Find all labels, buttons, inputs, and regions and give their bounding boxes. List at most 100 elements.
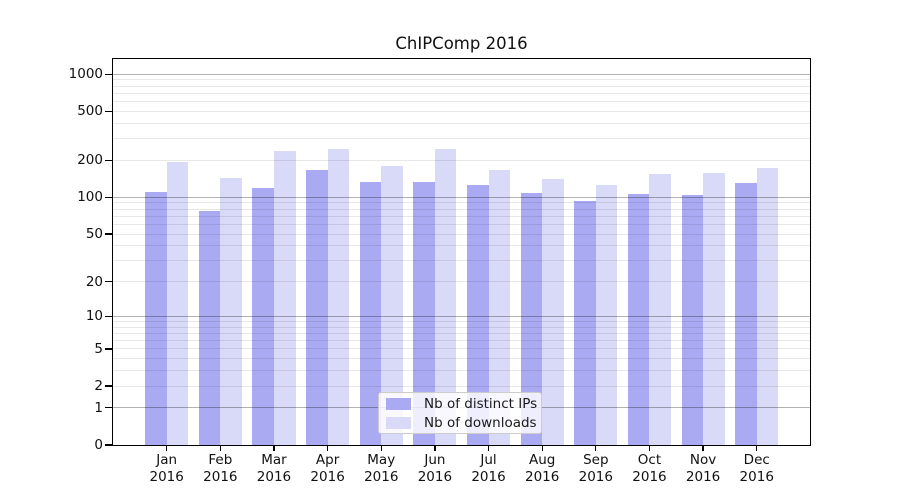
bar-distinct-ips xyxy=(413,181,435,445)
y-tick-label: 2 xyxy=(94,378,103,395)
x-tick-label: Dec 2016 xyxy=(725,452,789,486)
x-tick-year: 2016 xyxy=(524,469,560,485)
y-tick-mark xyxy=(105,233,112,235)
x-tick-month: Oct xyxy=(637,452,662,468)
bar-distinct-ips xyxy=(627,193,650,445)
x-tick-mark xyxy=(380,445,382,451)
x-tick-year: 2016 xyxy=(149,469,184,485)
bar-distinct-ips xyxy=(198,210,221,445)
y-tick-label: 100 xyxy=(77,189,103,206)
x-tick-mark xyxy=(756,445,758,451)
x-tick-month: Nov xyxy=(689,452,717,468)
x-tick-month: Jan xyxy=(156,452,178,468)
legend: Nb of distinct IPs Nb of downloads xyxy=(378,392,542,434)
bar-downloads xyxy=(542,179,564,445)
x-tick-year: 2016 xyxy=(632,469,667,485)
bar-downloads xyxy=(381,165,403,445)
x-tick-month: Jun xyxy=(424,452,446,468)
y-tick-label: 1 xyxy=(94,399,103,416)
x-tick-year: 2016 xyxy=(739,469,774,485)
bar-downloads xyxy=(327,148,350,445)
x-tick-label: Nov 2016 xyxy=(671,452,735,486)
x-tick-label: May 2016 xyxy=(349,452,413,486)
x-tick-mark xyxy=(166,445,168,451)
x-tick-month: Mar xyxy=(261,452,287,468)
y-tick-label: 10 xyxy=(85,308,103,325)
bar-distinct-ips xyxy=(306,169,328,445)
chart-title: ChIPComp 2016 xyxy=(395,34,528,53)
x-tick-year: 2016 xyxy=(685,469,721,485)
x-tick-month: May xyxy=(367,452,396,468)
x-tick-mark xyxy=(273,445,275,451)
y-tick-mark xyxy=(105,196,112,198)
x-tick-mark xyxy=(487,445,490,451)
x-tick-mark xyxy=(541,445,543,451)
x-tick-year: 2016 xyxy=(203,469,238,485)
x-tick-label: Sep 2016 xyxy=(564,452,628,486)
x-tick-label: Jul 2016 xyxy=(457,452,521,486)
x-tick-label: Oct 2016 xyxy=(617,452,681,486)
y-tick-label: 5 xyxy=(94,340,103,357)
bar-distinct-ips xyxy=(735,183,757,445)
bar-downloads xyxy=(166,161,189,445)
x-tick-month: Aug xyxy=(528,452,556,468)
x-tick-month: Feb xyxy=(208,452,233,468)
y-tick-mark xyxy=(105,385,112,387)
x-tick-month: Apr xyxy=(315,452,340,468)
y-tick-mark xyxy=(105,159,112,162)
x-tick-label: Mar 2016 xyxy=(242,452,306,486)
legend-label-distinct-ips: Nb of distinct IPs xyxy=(424,395,538,412)
y-tick-mark xyxy=(105,73,112,75)
y-tick-label: 20 xyxy=(85,273,103,290)
y-tick-mark xyxy=(105,407,112,409)
y-tick-mark xyxy=(105,315,112,317)
x-tick-mark xyxy=(648,445,651,451)
bar-downloads xyxy=(703,173,725,445)
bars-layer xyxy=(113,59,810,445)
y-tick-mark xyxy=(105,280,112,283)
y-tick-mark xyxy=(105,110,112,113)
x-tick-mark xyxy=(595,445,597,451)
y-tick-label: 0 xyxy=(94,437,103,453)
x-tick-year: 2016 xyxy=(578,469,613,485)
legend-item-downloads: Nb of downloads xyxy=(386,415,541,431)
legend-item-distinct-ips: Nb of distinct IPs xyxy=(386,396,541,412)
bar-downloads xyxy=(595,185,618,445)
bar-distinct-ips xyxy=(359,181,382,445)
y-tick-label: 200 xyxy=(77,152,103,169)
x-tick-month: Dec xyxy=(743,452,770,468)
legend-swatch-distinct-ips xyxy=(386,397,411,410)
bar-distinct-ips xyxy=(466,184,489,445)
x-tick-mark xyxy=(434,445,436,451)
y-tick-label: 500 xyxy=(77,103,103,120)
legend-swatch-downloads xyxy=(386,416,411,429)
x-tick-year: 2016 xyxy=(256,469,292,485)
bar-downloads xyxy=(273,150,296,445)
x-tick-label: Feb 2016 xyxy=(188,452,252,486)
bar-distinct-ips xyxy=(252,187,274,445)
bar-distinct-ips xyxy=(520,193,543,445)
x-tick-label: Apr 2016 xyxy=(296,452,360,486)
bar-downloads xyxy=(220,177,242,445)
x-tick-mark xyxy=(702,445,704,451)
bar-distinct-ips xyxy=(145,192,167,445)
x-tick-year: 2016 xyxy=(417,469,453,485)
x-tick-mark xyxy=(219,445,221,451)
x-tick-label: Aug 2016 xyxy=(510,452,574,486)
bar-downloads xyxy=(488,170,511,445)
x-tick-label: Jun 2016 xyxy=(403,452,467,486)
x-tick-year: 2016 xyxy=(364,469,399,485)
y-tick-mark xyxy=(105,348,112,350)
x-tick-year: 2016 xyxy=(310,469,345,485)
plot-area: Nb of distinct IPs Nb of downloads xyxy=(113,59,810,445)
bar-downloads xyxy=(434,149,457,445)
x-tick-month: Jul xyxy=(480,452,497,468)
y-tick-label: 50 xyxy=(85,226,103,243)
y-tick-mark xyxy=(105,444,112,446)
bar-downloads xyxy=(756,168,779,445)
bar-downloads xyxy=(649,174,672,445)
x-tick-year: 2016 xyxy=(471,469,506,485)
y-tick-label: 1000 xyxy=(68,66,103,83)
bar-distinct-ips xyxy=(681,194,704,445)
